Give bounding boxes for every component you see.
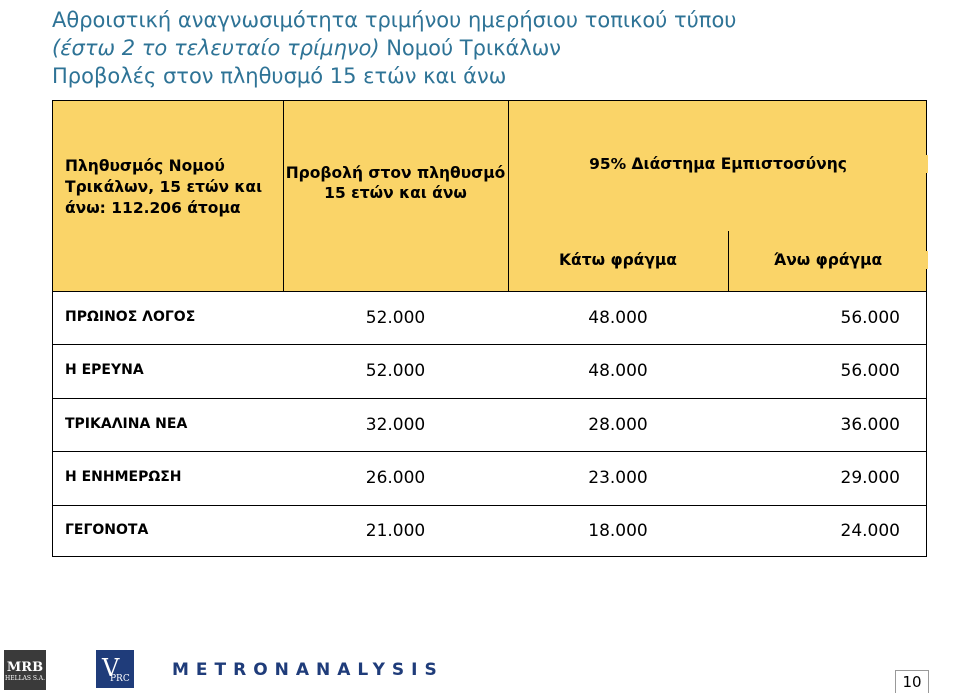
row-border xyxy=(53,504,926,506)
logo-text: HELLAS S.A. xyxy=(5,675,45,682)
subtitle-italic: (έστω 2 το τελευταίο τρίμηνο) xyxy=(52,36,380,60)
cell-value: 36.000 xyxy=(840,414,900,435)
cell-value: 56.000 xyxy=(840,307,900,328)
title-line: Αθροιστική αναγνωσιμότητα τριμήνου ημερή… xyxy=(52,8,737,32)
cell-value: 52.000 xyxy=(365,361,426,382)
subtitle-normal: Νομού Τρικάλων xyxy=(386,36,562,60)
row-border xyxy=(53,291,926,292)
cell-value: 26.000 xyxy=(365,467,426,488)
table: Πληθυσμός Νομού Τρικάλων, 15 ετών και άν… xyxy=(52,100,928,557)
mrb-logo: MRB HELLAS S.A. xyxy=(4,650,46,690)
cell-value: 29.000 xyxy=(840,467,900,488)
row-label: ΤΡΙΚΑΛΙΝΑ ΝΕΑ xyxy=(65,415,188,432)
column-border xyxy=(283,101,284,291)
header-cell: Πληθυσμός Νομού Τρικάλων, 15 ετών και άν… xyxy=(65,156,275,219)
row-border xyxy=(53,451,926,453)
header-cell: 95% Διάστημα Εμπιστοσύνης xyxy=(508,155,928,173)
cell-value: 32.000 xyxy=(365,414,426,435)
cell-value: 48.000 xyxy=(588,307,648,328)
logo-text: MRB xyxy=(6,660,44,675)
logo-text: PRC xyxy=(110,674,130,684)
cell-value: 23.000 xyxy=(588,467,648,488)
subtitle-line: (έστω 2 το τελευταίο τρίμηνο) Νομού Τρικ… xyxy=(52,36,561,60)
cell-value: 28.000 xyxy=(588,414,648,435)
row-border xyxy=(53,397,926,399)
cell-value: 24.000 xyxy=(840,521,900,542)
column-border xyxy=(508,101,509,291)
metron-logo: METRONANALYSIS xyxy=(172,660,444,680)
subheader-cell: Άνω φράγμα xyxy=(728,251,928,269)
vprc-logo: V PRC xyxy=(96,650,134,688)
cell-value: 52.000 xyxy=(365,307,426,328)
logo-text: V xyxy=(102,654,120,682)
row-border xyxy=(53,344,926,346)
cell-value: 56.000 xyxy=(840,361,900,382)
row-label: Η ΕΡΕΥΝΑ xyxy=(65,362,144,379)
cell-value: 48.000 xyxy=(588,361,648,382)
cell-value: 21.000 xyxy=(365,521,426,542)
subheader-cell: Κάτω φράγμα xyxy=(508,251,728,269)
column-border xyxy=(728,231,729,291)
cell-value: 18.000 xyxy=(588,521,648,542)
page-number: 10 xyxy=(895,670,929,693)
header-cell: Προβολή στον πληθυσμό 15 ετών και άνω xyxy=(283,163,508,203)
title-line: Προβολές στον πληθυσμό 15 ετών και άνω xyxy=(52,64,507,88)
row-label: ΓΕΓΟΝΟΤΑ xyxy=(65,522,149,539)
row-label: Η ΕΝΗΜΕΡΩΣΗ xyxy=(65,468,182,485)
row-label: ΠΡΩΙΝΟΣ ΛΟΓΟΣ xyxy=(65,308,196,325)
